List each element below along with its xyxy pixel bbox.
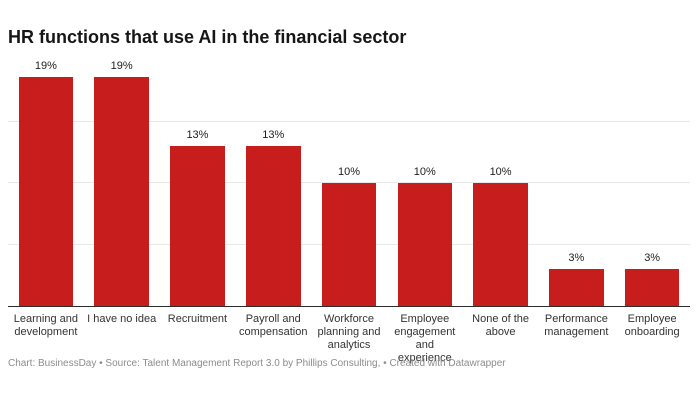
category-label: Payroll and compensation <box>238 313 308 338</box>
value-label: 10% <box>489 166 512 178</box>
category-label: Performance management <box>544 313 609 338</box>
bar <box>245 146 301 306</box>
category-label: None of the above <box>472 313 530 338</box>
category-label: I have no idea <box>87 313 157 325</box>
plot-area: 19% 19% 13% 13% 10% 10% 10% 3% 3% <box>8 60 690 307</box>
x-axis-labels: Learning and development I have no idea Re… <box>8 307 690 365</box>
bar-column: 3% <box>538 60 614 306</box>
category-label: Employee engagement and experience <box>394 313 456 364</box>
value-label: 3% <box>568 252 585 265</box>
bar <box>18 77 74 306</box>
chart-title: HR functions that use AI in the financia… <box>8 27 407 47</box>
category-label: Recruitment <box>167 313 228 325</box>
gridline-15 <box>8 120 690 122</box>
bar <box>397 183 453 306</box>
bar <box>170 146 225 306</box>
category-label: Employee onboarding <box>624 313 680 338</box>
bar-column: 10% <box>463 60 539 306</box>
bar <box>624 269 680 306</box>
category-label: Workforce planning and analytics <box>317 313 381 351</box>
bar-column: 19% <box>8 60 84 306</box>
bar <box>94 77 149 306</box>
value-label: 19% <box>34 60 57 72</box>
bar <box>549 269 604 306</box>
bar-column: 10% <box>311 60 387 306</box>
bar-column: 13% <box>235 60 311 306</box>
bar <box>321 183 377 306</box>
bar-column: 19% <box>84 60 160 306</box>
value-label: 13% <box>262 129 285 142</box>
gridline-10 <box>8 182 690 183</box>
value-label: 3% <box>644 252 661 265</box>
category-label: Learning and development <box>13 313 78 338</box>
bar-column: 3% <box>614 60 690 306</box>
bar-column: 13% <box>160 60 236 306</box>
value-label: 13% <box>186 129 209 142</box>
bar-column: 10% <box>387 60 463 306</box>
bar-columns: 19% 19% 13% 13% 10% 10% 10% 3% 3% <box>8 60 690 306</box>
value-label: 10% <box>413 166 436 178</box>
attribution-footer: Chart: BusinessDay • Source: Talent Mana… <box>8 358 506 369</box>
value-label: 10% <box>338 166 361 178</box>
bar <box>473 183 528 306</box>
value-label: 19% <box>110 60 133 72</box>
